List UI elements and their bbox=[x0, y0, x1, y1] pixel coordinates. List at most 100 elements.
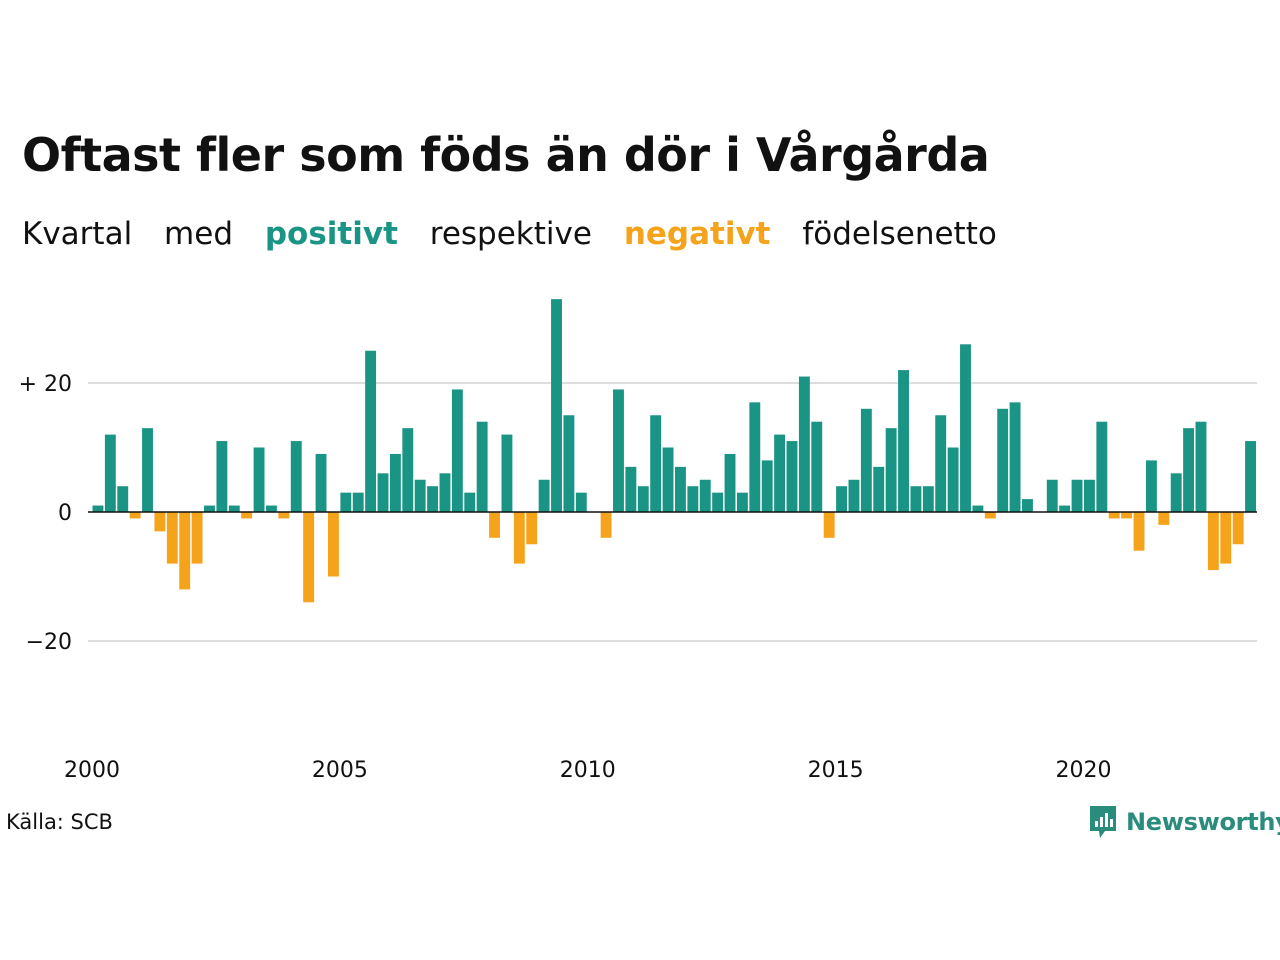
bar bbox=[1083, 479, 1095, 512]
bar bbox=[1245, 441, 1256, 512]
bar bbox=[142, 428, 153, 512]
bar bbox=[724, 453, 736, 512]
bar bbox=[935, 415, 947, 512]
bar bbox=[266, 505, 277, 512]
bar bbox=[1022, 499, 1033, 512]
bar bbox=[352, 492, 364, 512]
bar bbox=[476, 421, 488, 512]
bar bbox=[389, 453, 401, 512]
bar bbox=[860, 408, 872, 512]
bar bbox=[637, 486, 649, 512]
bar bbox=[1059, 505, 1071, 512]
bar bbox=[972, 505, 984, 512]
bar bbox=[414, 479, 426, 512]
subtitle-word: respektive bbox=[429, 216, 592, 252]
bar bbox=[241, 512, 253, 519]
bar bbox=[761, 460, 773, 512]
bar bbox=[823, 512, 835, 538]
bar bbox=[1207, 512, 1219, 571]
bar bbox=[848, 479, 860, 512]
bar bbox=[600, 512, 612, 538]
y-tick-label: + 20 bbox=[19, 372, 72, 397]
bar bbox=[117, 486, 129, 512]
y-tick-label: −20 bbox=[26, 630, 72, 655]
y-tick-label: 0 bbox=[58, 501, 72, 526]
bar bbox=[154, 512, 166, 532]
bar bbox=[922, 486, 934, 512]
x-tick-label: 2000 bbox=[64, 758, 120, 783]
bar bbox=[489, 512, 500, 538]
bar bbox=[1133, 512, 1145, 551]
x-tick-label: 2020 bbox=[1055, 758, 1111, 783]
bar bbox=[1096, 421, 1108, 512]
bar bbox=[898, 370, 909, 512]
bar bbox=[1071, 479, 1083, 512]
bar bbox=[1158, 512, 1170, 525]
bar bbox=[104, 434, 116, 512]
bar bbox=[1108, 512, 1120, 519]
bar bbox=[786, 441, 798, 512]
bar bbox=[551, 299, 562, 512]
bar bbox=[774, 434, 786, 512]
bar bbox=[997, 408, 1009, 512]
bar bbox=[960, 344, 971, 512]
bar bbox=[315, 453, 327, 512]
x-tick-label: 2015 bbox=[808, 758, 864, 783]
bar bbox=[650, 415, 662, 512]
bar bbox=[377, 473, 389, 512]
chart-title: Oftast fler som föds än dör i Vårgårda bbox=[22, 128, 990, 182]
bar bbox=[836, 486, 848, 512]
bar-chart: + 20 0 −20 2000 2005 2010 2015 2020 bbox=[19, 299, 1257, 783]
bar bbox=[1170, 473, 1182, 512]
bar bbox=[129, 512, 141, 519]
bar bbox=[451, 389, 463, 512]
bar bbox=[204, 505, 215, 512]
bar bbox=[873, 466, 885, 512]
bar bbox=[736, 492, 748, 512]
bar bbox=[675, 466, 686, 512]
bar bbox=[538, 479, 550, 512]
bar bbox=[402, 428, 414, 512]
bar bbox=[947, 447, 959, 512]
logo-text: Newsworthy bbox=[1126, 808, 1280, 836]
source-note: Källa: SCB bbox=[6, 810, 113, 834]
bar bbox=[253, 447, 265, 512]
bar bbox=[712, 492, 724, 512]
bar bbox=[910, 486, 922, 512]
bar bbox=[340, 492, 352, 512]
bar bbox=[92, 505, 104, 512]
bar bbox=[439, 473, 451, 512]
bar bbox=[984, 512, 996, 519]
bar bbox=[526, 512, 538, 545]
bar bbox=[798, 376, 810, 512]
bar bbox=[1009, 402, 1021, 512]
bar bbox=[1145, 460, 1157, 512]
bar bbox=[563, 415, 575, 512]
bar bbox=[365, 350, 377, 512]
bar bbox=[1220, 512, 1232, 564]
bar bbox=[464, 492, 476, 512]
bar bbox=[1046, 479, 1058, 512]
bar bbox=[166, 512, 178, 564]
bar bbox=[1121, 512, 1133, 519]
bar bbox=[216, 441, 228, 512]
bar bbox=[885, 428, 897, 512]
bar bbox=[699, 479, 711, 512]
x-tick-label: 2010 bbox=[560, 758, 616, 783]
bar bbox=[303, 512, 315, 603]
bar bbox=[1195, 421, 1207, 512]
newsworthy-logo-icon bbox=[1090, 806, 1116, 838]
bar bbox=[1183, 428, 1195, 512]
bar bbox=[613, 389, 624, 512]
subtitle-positive: positivt bbox=[264, 216, 398, 252]
bar bbox=[278, 512, 290, 519]
bar bbox=[427, 486, 439, 512]
bar bbox=[687, 486, 699, 512]
subtitle-word: med bbox=[164, 216, 233, 252]
x-tick-label: 2005 bbox=[312, 758, 368, 783]
bar bbox=[191, 512, 203, 564]
bar bbox=[749, 402, 761, 512]
newsworthy-logo: Newsworthy bbox=[1088, 804, 1280, 840]
bar bbox=[625, 466, 637, 512]
bar bbox=[575, 492, 587, 512]
